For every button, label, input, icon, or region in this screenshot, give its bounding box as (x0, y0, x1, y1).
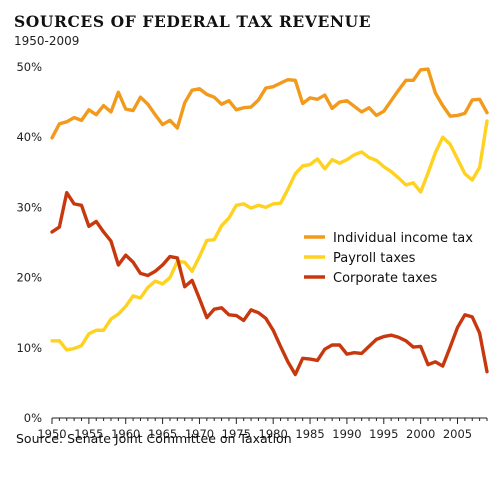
x-tick-label: 1980 (259, 427, 288, 441)
x-tick-label: 1990 (332, 427, 361, 441)
x-tick-label: 2005 (443, 427, 472, 441)
x-tick-label: 1955 (74, 427, 103, 441)
y-tick-label: 10% (16, 341, 42, 355)
x-tick-label: 1960 (111, 427, 140, 441)
chart-subtitle: 1950-2009 (14, 34, 80, 48)
legend-label: Corporate taxes (333, 271, 437, 286)
x-tick-label: 2000 (406, 427, 435, 441)
x-tick-label: 1950 (37, 427, 66, 441)
x-tick-label: 1995 (369, 427, 398, 441)
legend-label: Individual income tax (333, 231, 473, 246)
legend-label: Payroll taxes (333, 251, 416, 266)
x-tick-label: 1985 (295, 427, 324, 441)
y-tick-label: 0% (24, 411, 42, 425)
x-tick-label: 1965 (148, 427, 177, 441)
series-line-1 (50, 67, 489, 140)
y-axis: 0% 10% 20% 30% 40% 50% (16, 60, 42, 425)
x-axis: 1950 1955 1960 1965 1970 1975 1980 1985 1990 1995… (37, 417, 488, 441)
x-tick-label: 1975 (222, 427, 251, 441)
chart-title: SOURCES OF FEDERAL TAX REVENUE (14, 12, 372, 31)
x-tick-label: 1970 (185, 427, 214, 441)
y-tick-label: 20% (16, 271, 42, 285)
series-layer (50, 67, 489, 377)
source-note: Source: Senate Joint Committee on Taxati… (16, 431, 292, 446)
y-tick-label: 40% (16, 130, 42, 144)
legend: Individual income tax Payroll taxes Corpor… (304, 231, 473, 286)
y-tick-label: 30% (16, 200, 42, 214)
series-line-3 (50, 190, 489, 377)
series-line-2 (50, 119, 489, 352)
y-tick-label: 50% (16, 60, 42, 74)
